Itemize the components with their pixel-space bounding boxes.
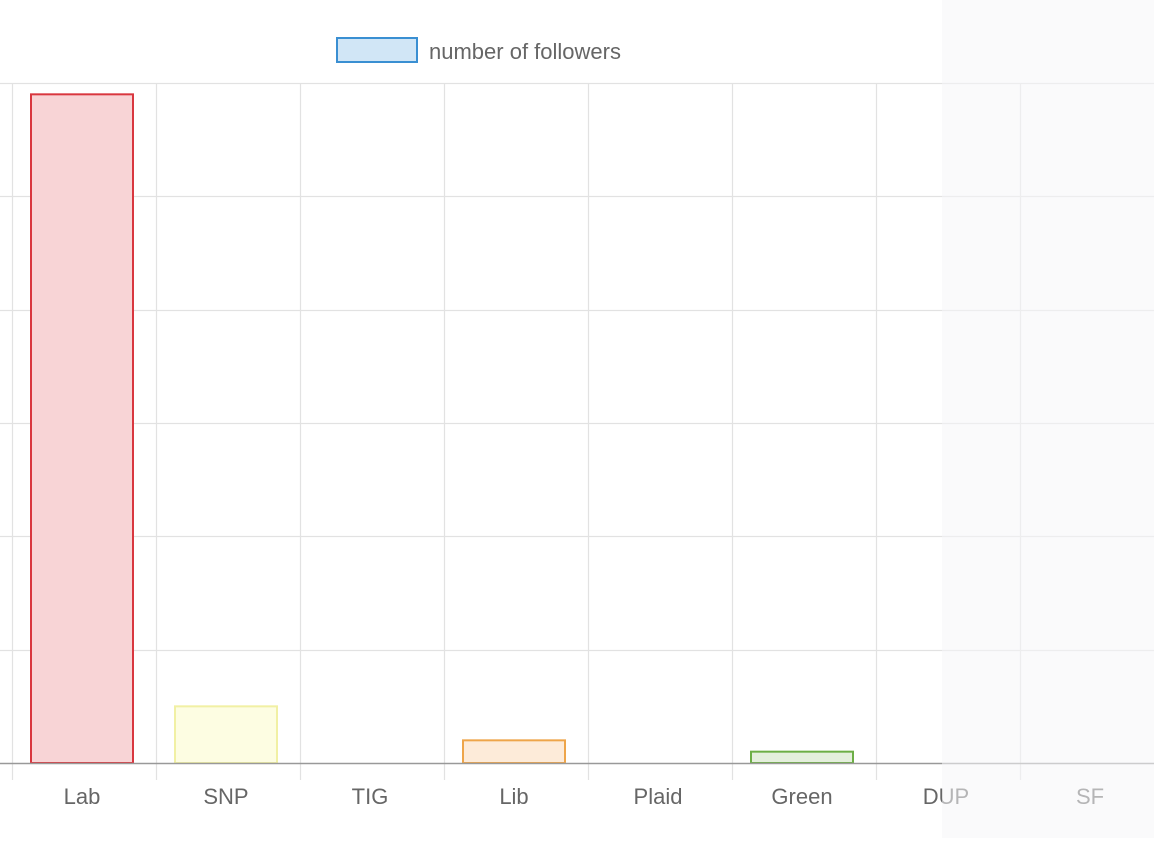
x-tick-label: DUP [923, 784, 969, 809]
grid-lines [0, 82, 1154, 780]
x-tick-label: SNP [203, 784, 248, 809]
x-tick-labels: Lab SNP TIG Lib Plaid Green DUP SF [64, 784, 1104, 809]
bar-lib[interactable] [462, 739, 566, 764]
legend[interactable]: number of followers [336, 37, 621, 64]
x-tick-label: Lib [499, 784, 528, 809]
legend-swatch[interactable] [336, 37, 418, 63]
bar-snp[interactable] [174, 705, 278, 764]
legend-label[interactable]: number of followers [429, 39, 621, 64]
x-tick-label: Green [771, 784, 832, 809]
x-tick-label: Lab [64, 784, 101, 809]
x-tick-label: SF [1076, 784, 1104, 809]
bar-lab[interactable] [30, 93, 134, 765]
x-tick-label: Plaid [634, 784, 683, 809]
bars [30, 93, 854, 765]
bar-green[interactable] [750, 750, 854, 765]
x-tick-label: TIG [352, 784, 389, 809]
